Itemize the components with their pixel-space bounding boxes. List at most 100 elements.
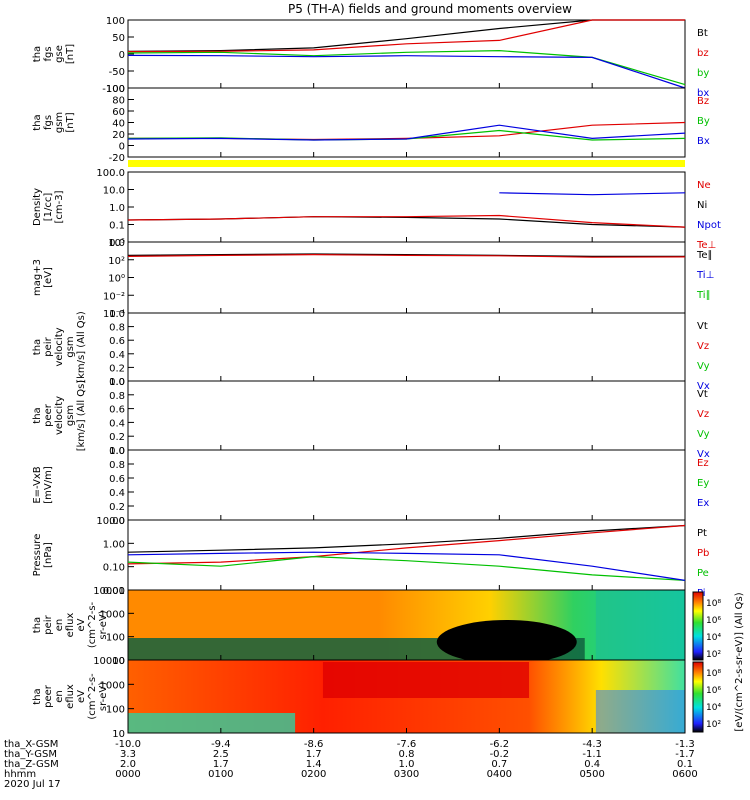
legend-Vz: Vz <box>697 341 709 352</box>
legend-Vy: Vy <box>697 429 710 440</box>
legend-Ne: Ne <box>697 180 711 191</box>
y-tick-label: 1.0 <box>109 203 125 214</box>
x-tick-label: 0400 <box>487 769 512 780</box>
y-tick-label: 0.2 <box>109 363 125 374</box>
y-tick-label: 0.0 <box>109 238 125 249</box>
legend-Pe: Pe <box>697 568 709 579</box>
panel-frame <box>127 380 686 451</box>
panel-peir-spec: 10000 1000 100 10 tha peir en eflux eV (cm^2-s-sr… <box>32 586 686 667</box>
y-axis-label: [1/cc] <box>43 193 54 222</box>
colorbar-tick: 10⁶ <box>706 616 721 626</box>
y-tick-label: 1000 <box>100 680 125 691</box>
panel-fgs-gse: 100 50 0 -50 -100 tha fgs gse [nT] Bt bz by bx <box>32 16 709 99</box>
y-tick-label: -100 <box>102 84 125 95</box>
legend-Vx: Vx <box>697 449 710 460</box>
y-tick-label: 10000 <box>93 586 125 597</box>
ephemeris-value: -1.1 <box>582 749 602 760</box>
y-axis-label: tha <box>32 688 43 704</box>
legend-Bt: Bt <box>697 28 708 39</box>
y-axis-label: peer <box>43 684 54 708</box>
colorbar-top <box>692 591 704 661</box>
y-axis-label: peir <box>43 614 54 634</box>
y-axis-label: velocity <box>54 327 65 366</box>
series-Te <box>127 253 685 257</box>
colorbar-tick: 10⁶ <box>706 686 721 696</box>
legend-bz: bz <box>697 48 709 59</box>
y-axis-label: (cm^2-s- <box>87 673 98 720</box>
ephemeris-label: tha_X-GSM <box>4 739 58 750</box>
y-axis-label: [km/s] (All Qs) <box>76 380 87 452</box>
y-tick-label: 0 <box>119 142 125 153</box>
y-axis-label: [eV] <box>43 267 54 288</box>
legend-Ti⊥: Ti⊥ <box>696 270 714 281</box>
y-axis-label: tha <box>32 339 43 355</box>
y-axis-label: [cm-3] <box>54 190 65 223</box>
y-axis-label: [nT] <box>65 112 76 132</box>
y-axis-label: tha <box>32 46 43 62</box>
legend-Vt: Vt <box>697 321 708 332</box>
y-tick-label: 0.6 <box>109 474 125 485</box>
legend-Vz: Vz <box>697 409 709 420</box>
ephemeris-value: 2.5 <box>213 749 229 760</box>
y-tick-label: 0.0 <box>109 377 125 388</box>
y-axis-label: sr-eV) <box>98 610 109 639</box>
panel-frame <box>127 449 686 521</box>
ephemeris-value: 1.0 <box>399 759 415 770</box>
y-axis-label: [nPa] <box>43 542 54 568</box>
y-tick-label: 0.0 <box>109 446 125 457</box>
legend-Ex: Ex <box>697 498 709 509</box>
y-tick-label: 20 <box>112 130 125 141</box>
y-axis-label: Pressure <box>32 534 43 577</box>
ephemeris-value: -8.6 <box>304 739 324 750</box>
colorbar-tick: 10⁴ <box>706 703 721 713</box>
y-tick-label: 0.01 <box>103 586 125 597</box>
y-axis-label: eV <box>76 618 87 631</box>
y-tick-label: 10⁰ <box>108 274 125 285</box>
legend-Vy: Vy <box>697 361 710 372</box>
y-tick-label: 10 <box>112 729 125 740</box>
ephemeris-value: 0.8 <box>399 749 415 760</box>
series-Npot <box>499 192 686 196</box>
panel-frame <box>127 241 686 314</box>
ephemeris-label: tha_Y-GSM <box>4 749 57 760</box>
panel-peer-vel: 1.0 0.8 0.6 0.4 0.2 0.0 tha peer velocity gsm [km/… <box>32 377 710 460</box>
x-tick-label: 0300 <box>394 769 419 780</box>
y-axis-label: fgs <box>43 46 54 61</box>
x-tick-label: 0200 <box>301 769 326 780</box>
y-tick-label: 100.0 <box>96 168 125 179</box>
y-tick-label: 10.0 <box>103 186 125 197</box>
y-tick-label: 100 <box>106 633 125 644</box>
ephemeris-value: -0.2 <box>490 749 510 760</box>
ephemeris-value: -9.4 <box>211 739 231 750</box>
y-tick-label: 0.2 <box>109 432 125 443</box>
y-tick-label: 50 <box>112 33 125 44</box>
series-Pi <box>127 551 686 581</box>
legend-bx: bx <box>697 88 709 99</box>
colorbar-tick: 10² <box>706 650 721 660</box>
y-tick-label: 0.6 <box>109 405 125 416</box>
y-tick-label: 10⁵ <box>108 238 125 249</box>
ephemeris-value: 1.4 <box>306 759 322 770</box>
colorbar-label: [eV/(cm^2-s-sr-eV)] (All Qs) <box>734 592 745 731</box>
panel-frame <box>127 87 686 158</box>
colorbar-bottom <box>692 661 704 733</box>
y-tick-label: 0.8 <box>109 323 125 334</box>
x-tick-label: 0100 <box>208 769 233 780</box>
y-tick-label: 100 <box>106 16 125 27</box>
y-axis-label: velocity <box>54 396 65 435</box>
y-tick-label: 1.0 <box>109 377 125 388</box>
y-axis-label: [km/s] (All Qs) <box>76 311 87 383</box>
legend-Te∥: Te∥ <box>696 250 713 261</box>
y-tick-label: 10⁻² <box>103 291 125 302</box>
y-tick-label: 0.2 <box>109 502 125 513</box>
figure-title: P5 (TH-A) fields and ground moments over… <box>288 2 572 16</box>
y-axis-label: sr-eV) <box>98 682 109 711</box>
series-Bt <box>127 19 685 52</box>
y-tick-label: 100 <box>106 705 125 716</box>
y-axis-label: gsm <box>65 405 76 426</box>
y-tick-label: 0.10 <box>103 563 125 574</box>
legend-Pt: Pt <box>697 528 707 539</box>
